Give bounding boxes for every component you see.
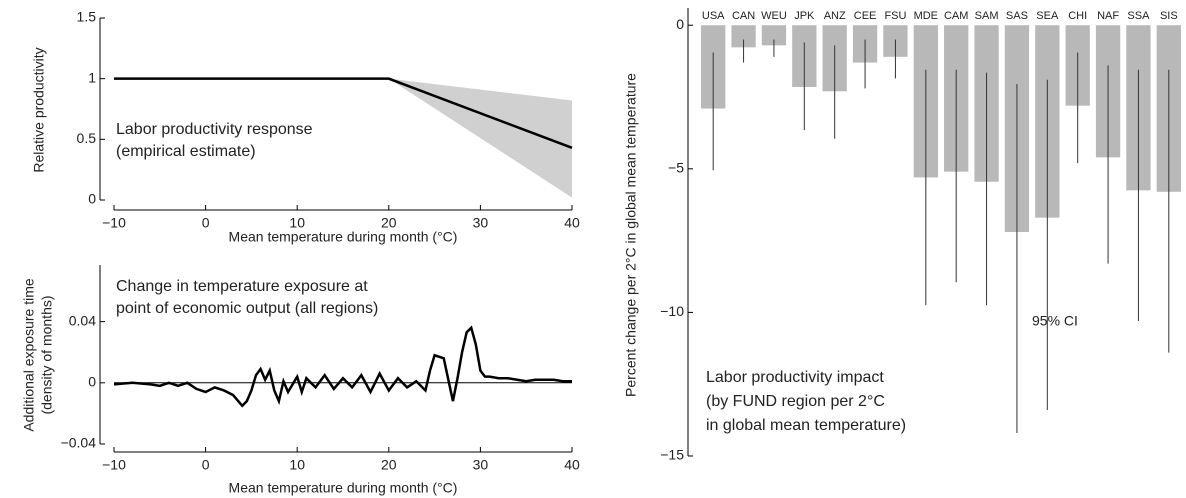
annotation: Labor productivity impact xyxy=(706,369,884,386)
x-tick-label: CHI xyxy=(1068,10,1087,22)
y-tick-label: −5 xyxy=(668,160,684,176)
error-label: 95% CI xyxy=(1032,313,1078,329)
x-tick-label: 0 xyxy=(202,457,210,473)
line xyxy=(114,77,573,149)
x-axis-label: Mean temperature during month (°C) xyxy=(229,480,458,496)
y-tick-label: −10 xyxy=(660,303,684,319)
x-tick-label: SEA xyxy=(1036,10,1059,22)
y-tick-label: 0.5 xyxy=(77,130,97,146)
x-tick-label: ANZ xyxy=(824,10,846,22)
x-tick-label: JPK xyxy=(794,10,815,22)
y-tick-label: −15 xyxy=(660,447,684,463)
confidence-band xyxy=(114,78,572,198)
y-tick-label: 0 xyxy=(88,191,96,207)
x-tick-label: MDE xyxy=(914,10,938,22)
x-tick-label: 20 xyxy=(381,215,397,231)
x-tick-label: FSU xyxy=(884,10,906,22)
y-tick-label: 0.04 xyxy=(69,312,96,328)
y-tick-label: 1.5 xyxy=(77,9,97,25)
x-tick-label: CEE xyxy=(854,10,877,22)
y-axis-label: Additional exposure time xyxy=(21,278,37,432)
x-tick-label: WEU xyxy=(761,10,787,22)
annotation: point of economic output (all regions) xyxy=(116,300,378,317)
annotation: Labor productivity response xyxy=(116,121,313,138)
x-tick-label: 10 xyxy=(289,457,305,473)
x-tick-label: −10 xyxy=(102,457,126,473)
line xyxy=(113,325,572,408)
x-tick-label: −10 xyxy=(102,215,126,231)
x-tick-label: SIS xyxy=(1160,10,1178,22)
x-tick-label: NAF xyxy=(1097,10,1119,22)
x-axis-label: Mean temperature during month (°C) xyxy=(229,229,458,245)
x-tick-label: SAM xyxy=(975,10,999,22)
annotation: Change in temperature exposure at xyxy=(116,278,368,295)
x-tick-label: 0 xyxy=(202,215,210,231)
annotation: (empirical estimate) xyxy=(116,143,256,160)
x-tick-label: 20 xyxy=(381,457,397,473)
y-tick-label: 0 xyxy=(676,16,684,32)
x-tick-label: USA xyxy=(702,10,725,22)
annotation: (by FUND region per 2°C xyxy=(706,393,885,410)
x-tick-label: 40 xyxy=(564,457,580,473)
x-tick-label: 30 xyxy=(473,457,489,473)
y-tick-label: −0.04 xyxy=(61,435,97,451)
bar xyxy=(761,25,787,46)
x-tick-label: 40 xyxy=(564,215,580,231)
x-tick-label: SAS xyxy=(1006,10,1028,22)
y-tick-label: 1 xyxy=(88,69,96,85)
x-tick-label: 30 xyxy=(473,215,489,231)
y-axis-label: Percent change per 2°C in global mean te… xyxy=(623,73,639,397)
annotation: in global mean temperature) xyxy=(706,417,906,434)
y-axis-label: Relative productivity xyxy=(31,47,47,172)
y-tick-label: 0 xyxy=(88,374,96,390)
x-tick-label: SSA xyxy=(1127,10,1150,22)
bar xyxy=(731,25,756,48)
x-tick-label: CAN xyxy=(732,10,755,22)
y-axis-label: (density of months) xyxy=(39,295,55,414)
x-tick-label: CAM xyxy=(944,10,968,22)
x-tick-label: 10 xyxy=(289,215,305,231)
